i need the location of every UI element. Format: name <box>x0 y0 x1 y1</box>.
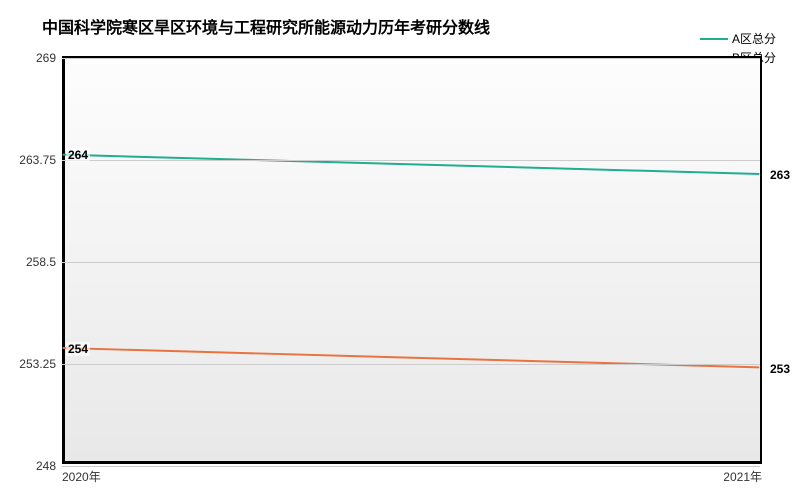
x-tick-label: 2020年 <box>62 464 101 485</box>
y-tick-label: 269 <box>36 51 62 65</box>
chart-title: 中国科学院寒区旱区环境与工程研究所能源动力历年考研分数线 <box>42 14 490 38</box>
y-tick-label: 263.75 <box>19 153 62 167</box>
x-tick-label: 2021年 <box>723 464 762 485</box>
legend-swatch <box>700 38 728 40</box>
line-layer <box>62 58 760 464</box>
data-label: 253 <box>768 362 792 376</box>
series-line <box>63 155 760 174</box>
y-tick-label: 258.5 <box>26 255 62 269</box>
legend-label: A区总分 <box>732 30 776 47</box>
data-label: 263 <box>768 168 792 182</box>
plot-area: 248253.25258.5263.752692020年2021年2642632… <box>62 56 762 464</box>
y-tick-label: 248 <box>36 459 62 473</box>
legend-item: A区总分 <box>700 30 776 47</box>
chart-container: 中国科学院寒区旱区环境与工程研究所能源动力历年考研分数线 A区总分B区总分 24… <box>0 0 800 500</box>
y-gridline <box>62 466 760 467</box>
y-gridline <box>62 58 760 59</box>
y-gridline <box>62 160 760 161</box>
y-gridline <box>62 262 760 263</box>
data-label: 264 <box>66 148 90 162</box>
y-gridline <box>62 364 760 365</box>
y-tick-label: 253.25 <box>19 357 62 371</box>
data-label: 254 <box>66 342 90 356</box>
